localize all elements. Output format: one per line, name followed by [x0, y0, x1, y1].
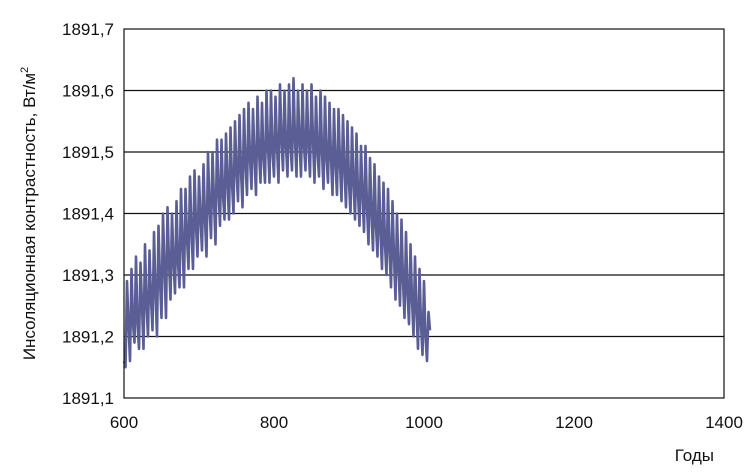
y-tick-label: 1891,3 — [62, 266, 114, 285]
y-axis-title-text: Инсоляционная контрастность, Вт/м — [20, 73, 39, 360]
y-tick-label: 1891,4 — [62, 205, 114, 224]
series-line — [122, 76, 432, 369]
x-axis-title: Годы — [675, 446, 714, 465]
y-tick-label: 1891,2 — [62, 328, 114, 347]
y-axis-title: Инсоляционная контрастность, Вт/м2 — [19, 67, 39, 360]
x-tick-label: 1000 — [405, 413, 443, 432]
y-tick-label: 1891,5 — [62, 143, 114, 162]
y-axis-title-superscript: 2 — [19, 67, 31, 73]
x-tick-label: 600 — [110, 413, 138, 432]
x-tick-label: 1400 — [705, 413, 743, 432]
y-tick-label: 1891,7 — [62, 20, 114, 39]
x-tick-labels: 600 800 1000 1200 1400 — [110, 413, 743, 432]
series-group — [122, 76, 432, 369]
y-tick-label: 1891,1 — [62, 389, 114, 408]
x-tick-label: 800 — [260, 413, 288, 432]
x-tick-label: 1200 — [555, 413, 593, 432]
plot-frame — [123, 28, 725, 399]
y-tick-label: 1891,6 — [62, 82, 114, 101]
y-tick-labels: 1891,1 1891,2 1891,3 1891,4 1891,5 1891,6 1891… — [62, 20, 114, 408]
